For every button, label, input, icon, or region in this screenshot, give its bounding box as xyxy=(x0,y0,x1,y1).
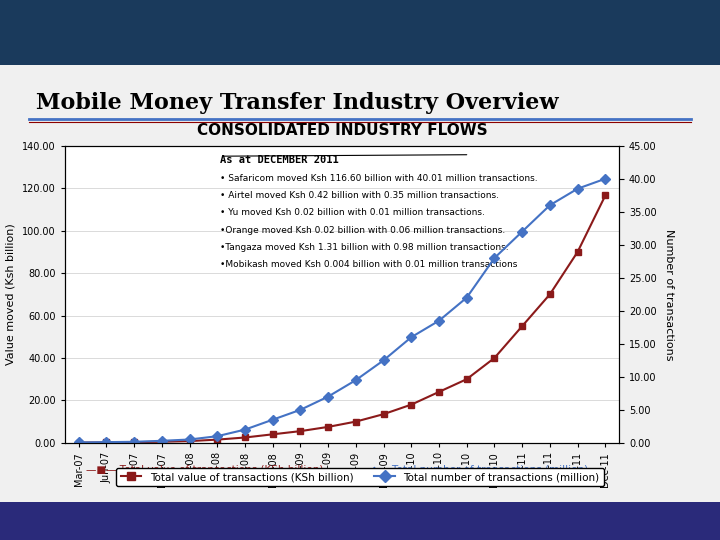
Text: • Safaricom moved Ksh 116.60 billion with 40.01 million transactions.: • Safaricom moved Ksh 116.60 billion wit… xyxy=(220,174,538,183)
Text: As at DECEMBER 2011: As at DECEMBER 2011 xyxy=(220,155,339,165)
Text: • Yu moved Ksh 0.02 billion with 0.01 million transactions.: • Yu moved Ksh 0.02 billion with 0.01 mi… xyxy=(220,208,485,218)
Title: CONSOLIDATED INDUSTRY FLOWS: CONSOLIDATED INDUSTRY FLOWS xyxy=(197,123,487,138)
Text: • Airtel moved Ksh 0.42 billion with 0.35 million transactions.: • Airtel moved Ksh 0.42 billion with 0.3… xyxy=(220,191,499,200)
Text: Mobile Money Transfer Industry Overview: Mobile Money Transfer Industry Overview xyxy=(36,92,559,114)
Text: •Orange moved Ksh 0.02 billion with 0.06 million transactions.: •Orange moved Ksh 0.02 billion with 0.06… xyxy=(220,226,505,235)
Text: —■— Total value of transactions (KSh billion): —■— Total value of transactions (KSh bil… xyxy=(86,465,324,475)
Text: —◆— Total number of transactions (million): —◆— Total number of transactions (millio… xyxy=(360,465,588,475)
Text: 5: 5 xyxy=(355,522,365,536)
Legend: Total value of transactions (KSh billion), Total number of transactions (million: Total value of transactions (KSh billion… xyxy=(117,468,603,486)
Text: •Mobikash moved Ksh 0.004 billion with 0.01 million transactions: •Mobikash moved Ksh 0.004 billion with 0… xyxy=(220,260,518,269)
Y-axis label: Number of transactions: Number of transactions xyxy=(664,228,674,360)
Y-axis label: Value moved (Ksh billion): Value moved (Ksh billion) xyxy=(5,224,15,365)
Text: •Tangaza moved Ksh 1.31 billion with 0.98 million transactions.: •Tangaza moved Ksh 1.31 billion with 0.9… xyxy=(220,243,508,252)
